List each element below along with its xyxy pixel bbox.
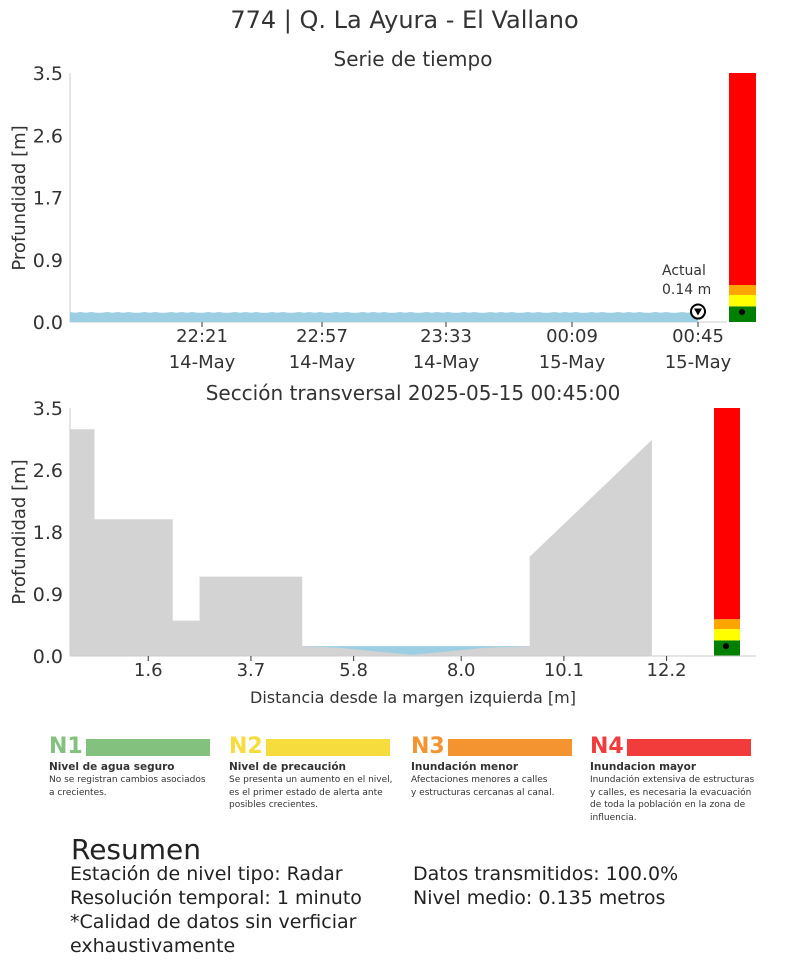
alert-segment	[714, 619, 740, 630]
cross-section-chart: Sección transversal 2025-05-15 00:45:00 …	[9, 381, 756, 707]
alert-scale-cross-section	[714, 408, 740, 656]
x-tick-time: 22:21	[176, 326, 228, 347]
level-description-line: influencia.	[590, 812, 637, 823]
y-tick-label: 0.9	[33, 584, 63, 606]
y-tick-label: 3.5	[33, 63, 63, 85]
y-tick-label: 0.0	[33, 312, 63, 334]
x-tick-date: 14-May	[413, 352, 480, 373]
y-axis-label: Profundidad [m]	[9, 125, 30, 270]
level-description: No se registran cambios asociados a creci…	[49, 774, 219, 799]
level-color-bar	[626, 738, 751, 756]
x-tick-label: 1.6	[134, 660, 163, 681]
summary-quality-note: *Calidad de datos sin verficiar	[70, 911, 357, 933]
current-value: 0.14 m	[662, 282, 711, 298]
summary-station-type: Estación de nivel tipo: Radar	[70, 863, 343, 885]
y-tick-label: 2.6	[33, 125, 63, 147]
page-title: 774 | Q. La Ayura - El Vallano	[230, 6, 579, 34]
level-color-bar	[447, 738, 572, 756]
level-n4: N4 Inundacion mayor Inundación extensiva d…	[590, 735, 760, 824]
level-n2: N2 Nivel de precaución Se presenta un aume…	[229, 735, 399, 812]
level-description: Se presenta un aumento en el nivel, es el…	[229, 774, 399, 812]
y-tick-label: 0.9	[33, 250, 63, 272]
level-description: Inundación extensiva de estructuras y cal…	[590, 774, 760, 824]
level-color-bar	[85, 738, 210, 756]
x-tick-date: 15-May	[665, 352, 732, 373]
time-series-title: Serie de tiempo	[334, 47, 493, 71]
current-label: Actual	[662, 263, 706, 279]
level-n1: N1 Nivel de agua seguro No se registran ca…	[49, 735, 219, 799]
level-description-line: a crecientes.	[49, 787, 107, 798]
x-tick-time: 23:33	[420, 326, 472, 347]
x-tick-label: 12.2	[647, 660, 687, 681]
y-tick-labels: 0.0 0.9 1.8 2.6 3.5	[33, 398, 63, 668]
level-description: Afectaciones menores a calles y estructur…	[411, 774, 581, 799]
y-tick-label: 1.7	[33, 188, 63, 210]
level-tag: N4	[590, 734, 624, 759]
current-level-dot	[739, 309, 745, 316]
level-title: Inundación menor	[411, 761, 519, 773]
level-description-line: es el primer estado de alerta ante	[229, 787, 383, 798]
y-tick-labels: 0.0 0.9 1.7 2.6 3.5	[33, 63, 63, 334]
alert-segment	[714, 408, 740, 620]
current-marker-icon	[690, 303, 706, 320]
summary-quality-note-cont: exhaustivamente	[70, 935, 236, 957]
summary-data-transmitted: Datos transmitidos: 100.0%	[413, 863, 679, 885]
x-tick-date: 15-May	[539, 352, 606, 373]
level-description-line: de toda la población en la zona de	[590, 800, 746, 810]
alert-segment	[729, 294, 756, 307]
level-description-line: No se registran cambios asociados	[49, 775, 206, 785]
x-tick-labels: 22:21 14-May 22:57 14-May 23:33 14-May 00:09 15…	[169, 322, 732, 373]
level-tag: N2	[229, 734, 263, 759]
current-level-dot	[723, 643, 729, 650]
x-tick-time: 00:45	[672, 326, 724, 347]
level-description-line: Afectaciones menores a calles	[411, 775, 548, 785]
x-tick-label: 5.8	[339, 660, 368, 681]
x-tick-label: 3.7	[237, 660, 266, 681]
y-axis-label: Profundidad [m]	[9, 459, 30, 604]
level-description-line: y estructuras cercanas al canal.	[411, 787, 555, 798]
time-series-chart: Serie de tiempo 0.0 0.9 1.7 2.6 3.5 22:21 14-…	[9, 47, 756, 373]
level-tag: N3	[411, 734, 445, 759]
x-tick-label: 10.1	[544, 660, 584, 681]
summary-mean-level: Nivel medio: 0.135 metros	[413, 887, 666, 909]
y-tick-label: 2.6	[33, 460, 63, 482]
level-title: Nivel de precaución	[229, 761, 347, 773]
x-tick-label: 8.0	[447, 660, 476, 681]
water-surface	[302, 646, 530, 655]
summary-resolution: Resolución temporal: 1 minuto	[70, 887, 362, 909]
level-description-line: posibles crecientes.	[229, 800, 319, 810]
alert-segment	[714, 629, 740, 641]
level-description-line: Se presenta un aumento en el nivel,	[229, 775, 393, 785]
level-description-line: y calles, es necesaria la evacuación	[590, 787, 752, 798]
level-color-bar	[265, 738, 390, 756]
x-axis-label: Distancia desde la margen izquierda [m]	[250, 688, 576, 707]
x-tick-date: 14-May	[289, 352, 356, 373]
alert-segment	[729, 285, 756, 295]
summary-left-column: Estación de nivel tipo: Radar Resolución…	[70, 862, 362, 958]
water-depth-series	[70, 312, 698, 322]
level-n3: N3 Inundación menor Afectaciones menores a…	[411, 735, 581, 799]
alert-scale-time-series	[729, 73, 756, 322]
y-tick-label: 1.8	[33, 522, 63, 544]
level-title: Inundacion mayor	[590, 761, 697, 773]
cross-section-title: Sección transversal 2025-05-15 00:45:00	[206, 381, 621, 405]
level-title: Nivel de agua seguro	[49, 761, 175, 773]
level-tag: N1	[49, 734, 83, 759]
alert-level-legend: N1 Nivel de agua seguro No se registran ca…	[0, 735, 809, 835]
y-tick-label: 3.5	[33, 398, 63, 420]
summary-title: Resumen	[71, 833, 202, 866]
level-description-line: Inundación extensiva de estructuras	[590, 775, 755, 785]
alert-segment	[729, 73, 756, 286]
y-tick-label: 0.0	[33, 646, 63, 668]
summary-right-column: Datos transmitidos: 100.0% Nivel medio: …	[413, 862, 678, 910]
x-tick-labels: 1.6 3.7 5.8 8.0 10.1 12.2	[134, 656, 687, 681]
x-tick-date: 14-May	[169, 352, 236, 373]
terrain-profile	[70, 429, 652, 656]
x-tick-time: 00:09	[546, 326, 598, 347]
x-tick-time: 22:57	[296, 326, 348, 347]
